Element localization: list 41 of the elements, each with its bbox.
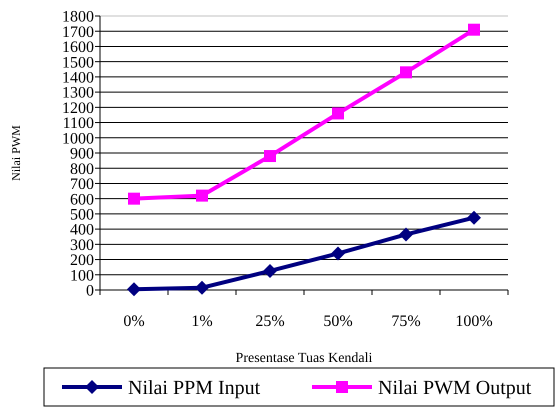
y-tick-label: 500	[70, 206, 94, 224]
legend-label: Nilai PWM Output	[378, 377, 532, 399]
x-tick-label: 75%	[391, 313, 421, 330]
point	[263, 264, 277, 278]
y-tick-label: 1500	[62, 54, 94, 72]
point	[196, 190, 208, 202]
y-tick-label: 1600	[62, 39, 94, 56]
y-tick-label: 300	[70, 236, 94, 254]
y-tick-label: 600	[70, 191, 94, 208]
y-tick-label: 0	[86, 282, 94, 300]
y-tick-label: 400	[70, 222, 94, 239]
y-tick-label: 200	[70, 252, 94, 270]
y-tick-label: 1700	[62, 24, 94, 41]
y-tick-label: 1800	[62, 8, 94, 26]
x-tick-label: 100%	[455, 313, 493, 330]
point	[195, 280, 209, 295]
y-tick-label: 1100	[62, 115, 94, 132]
x-tick-label: 1%	[191, 313, 213, 330]
point	[128, 192, 140, 205]
y-tick-label: 1400	[62, 69, 94, 86]
y-tick-label: 1300	[62, 84, 94, 102]
y-tick-label: 1000	[62, 130, 94, 148]
y-tick-label: 900	[70, 146, 94, 163]
point	[400, 66, 412, 78]
y-tick-label: 800	[70, 160, 94, 178]
point	[468, 24, 480, 36]
y-tick-label: 1200	[62, 100, 94, 117]
y-tick-label: 700	[70, 176, 94, 194]
point	[264, 150, 276, 162]
x-tick-label: 0%	[123, 313, 145, 330]
point	[399, 227, 413, 242]
y-tick-label: 100	[70, 267, 94, 284]
point	[331, 246, 345, 260]
x-tick-label: 50%	[323, 313, 353, 330]
x-tick-label: 25%	[255, 313, 285, 330]
y-axis-title: Nilai PWM	[9, 124, 23, 181]
point	[467, 210, 481, 225]
legend-label: Nilai PPM Input	[128, 377, 261, 399]
x-axis-title: Presentase Tuas Kendali	[236, 351, 373, 366]
point	[127, 282, 141, 296]
point	[332, 107, 344, 120]
